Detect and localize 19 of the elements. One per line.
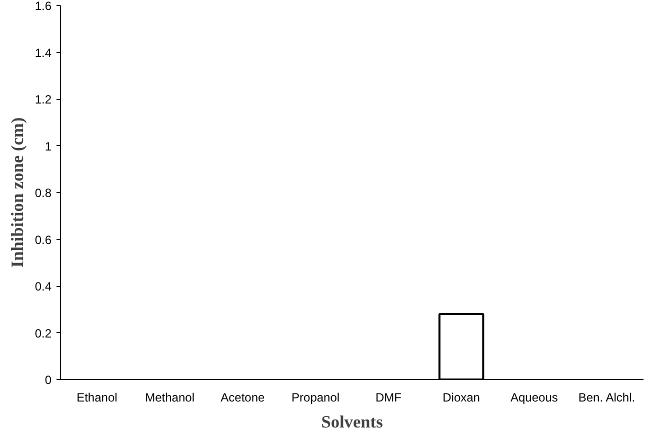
y-axis-title: Inhibition zone (cm): [8, 117, 27, 268]
y-tick-label: 1.2: [34, 92, 52, 106]
y-tick-label: 1.4: [34, 46, 52, 60]
y-tick-label: 1: [44, 139, 52, 154]
x-tick-label: DMF: [375, 390, 402, 404]
x-tick-label: Dioxan: [442, 390, 480, 404]
x-tick-label: Methanol: [145, 390, 195, 404]
x-axis-title: Solvents: [321, 412, 384, 432]
y-tick-label: 0.6: [34, 232, 52, 247]
y-tick-label: 0: [44, 373, 52, 387]
x-tick-label: Acetone: [220, 390, 266, 404]
x-tick-label: Propanol: [292, 390, 340, 404]
x-tick-label: Ethanol: [76, 390, 118, 404]
x-tick-label: Ben. Alchl.: [578, 390, 636, 404]
y-tick-label: 0.4: [34, 280, 52, 294]
y-tick-label: 0.2: [34, 326, 52, 340]
y-tick-label: 1.6: [34, 0, 52, 13]
x-tick-label: Aqueous: [510, 390, 558, 404]
y-tick-label: 0.8: [34, 186, 52, 200]
